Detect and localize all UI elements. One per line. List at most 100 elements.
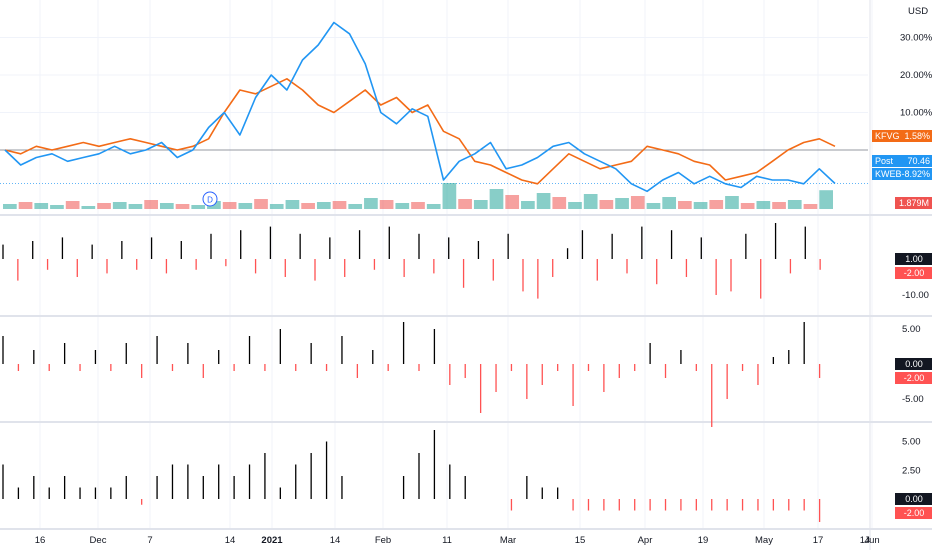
- volume-bar: [536, 193, 551, 209]
- y-tick-label: 10.00%: [900, 108, 932, 119]
- x-tick-label: May: [755, 535, 773, 546]
- x-tick-label: 15: [575, 535, 586, 546]
- volume-bar: [97, 203, 111, 209]
- volume-bar: [348, 204, 363, 209]
- post-badge: [872, 155, 932, 167]
- volume-bar: [112, 202, 127, 209]
- volume-bar: [379, 200, 394, 209]
- x-tick-label: Mar: [500, 535, 516, 546]
- volume-bar: [568, 202, 582, 209]
- volume-bar: [473, 200, 488, 209]
- volume-bar: [646, 203, 661, 209]
- dividend-marker-label: D: [207, 196, 213, 205]
- volume-bar: [756, 201, 771, 209]
- volume-bar: [552, 197, 567, 209]
- volume-bar: [772, 202, 786, 209]
- kweb-badge: [872, 168, 932, 180]
- volume-bar: [81, 206, 96, 209]
- volume-bar: [505, 195, 520, 209]
- volume-bar: [175, 204, 190, 209]
- volume-bar: [489, 189, 504, 209]
- zero-value-badge-text: 1.00: [905, 254, 923, 264]
- volume-bar: [3, 204, 17, 209]
- volume-badge: [895, 197, 932, 209]
- volume-bar: [615, 198, 629, 209]
- y-tick-label: 5.00: [902, 437, 921, 448]
- volume-bar: [238, 203, 253, 209]
- y-tick-label: 30.00%: [900, 33, 932, 44]
- y-tick-label: 2.50: [902, 465, 921, 476]
- neg-value-badge: [895, 372, 932, 384]
- volume-bar: [819, 190, 833, 209]
- volume-badge-text: 1.879M: [899, 198, 929, 208]
- kweb-series-line: [4, 21, 836, 193]
- volume-bar: [709, 200, 724, 209]
- x-tick-label: 14: [330, 535, 341, 546]
- volume-bar: [34, 203, 49, 209]
- volume-bar: [803, 204, 818, 209]
- volume-bar: [332, 201, 347, 209]
- volume-bar: [285, 200, 300, 209]
- volume-bar: [222, 202, 237, 209]
- x-tick-label: 19: [698, 535, 709, 546]
- y-tick-label: -10.00: [902, 290, 929, 301]
- volume-bar: [411, 202, 425, 209]
- kfvg-series-line: [4, 78, 836, 185]
- x-tick-label: Apr: [638, 535, 653, 546]
- kfvg-badge-value: 1.58%: [904, 131, 930, 141]
- volume-bar: [316, 202, 331, 209]
- volume-bar: [65, 201, 80, 209]
- volume-bar: [50, 205, 64, 209]
- volume-bar: [144, 200, 158, 209]
- volume-bar: [678, 201, 692, 209]
- volume-bar: [662, 197, 677, 209]
- volume-bar: [583, 194, 598, 209]
- currency-label: USD: [908, 6, 928, 17]
- x-tick-label: 7: [147, 535, 152, 546]
- x-tick-label: 11: [442, 535, 452, 546]
- grid-lines: [0, 0, 873, 528]
- kfvg-badge-symbol: KFVG: [875, 131, 900, 141]
- neg-value-badge: [895, 267, 932, 279]
- neg-value-badge-text: -2.00: [904, 373, 925, 383]
- volume-bar: [740, 203, 755, 209]
- x-tick-label: 2021: [261, 535, 283, 546]
- volume-bar: [693, 202, 708, 209]
- x-tick-label: 14: [860, 535, 871, 546]
- x-tick-label: 16: [35, 535, 46, 546]
- volume-bar: [521, 201, 535, 209]
- x-tick-label: 14: [225, 535, 236, 546]
- x-tick-label: Jun: [864, 535, 879, 546]
- volume-bar: [442, 183, 457, 209]
- volume-bar: [458, 199, 472, 209]
- volume-bar: [426, 204, 441, 209]
- kweb-badge-value: -8.92%: [901, 169, 930, 179]
- zero-value-badge: [895, 253, 932, 265]
- y-tick-label: -5.00: [902, 394, 924, 405]
- neg-value-badge-text: -2.00: [904, 508, 925, 518]
- dividend-marker: [202, 191, 218, 207]
- volume-bar: [395, 203, 410, 209]
- zero-value-badge: [895, 358, 932, 370]
- volume-bar: [301, 203, 315, 209]
- volume-bar: [18, 202, 33, 209]
- volume-bar: [254, 199, 268, 209]
- volume-bar: [364, 198, 378, 209]
- neg-value-badge-text: -2.00: [904, 268, 925, 278]
- zero-value-badge-text: 0.00: [905, 359, 923, 369]
- volume-bar: [725, 196, 739, 209]
- price-badges: 1.00 -2.00 0.00 -2.00 0.00 -2.00 KFVG 1.58% Post…: [872, 130, 932, 519]
- zero-value-badge: [895, 493, 932, 505]
- volume-bar: [269, 204, 284, 209]
- post-badge-value: 70.46: [907, 156, 930, 166]
- volume-bar: [159, 203, 174, 209]
- x-tick-label: Feb: [375, 535, 391, 546]
- x-tick-label: 17: [813, 535, 824, 546]
- volume-bar: [128, 204, 143, 209]
- volume-bar: [787, 200, 802, 209]
- neg-value-badge: [895, 507, 932, 519]
- volume-bar: [191, 205, 206, 209]
